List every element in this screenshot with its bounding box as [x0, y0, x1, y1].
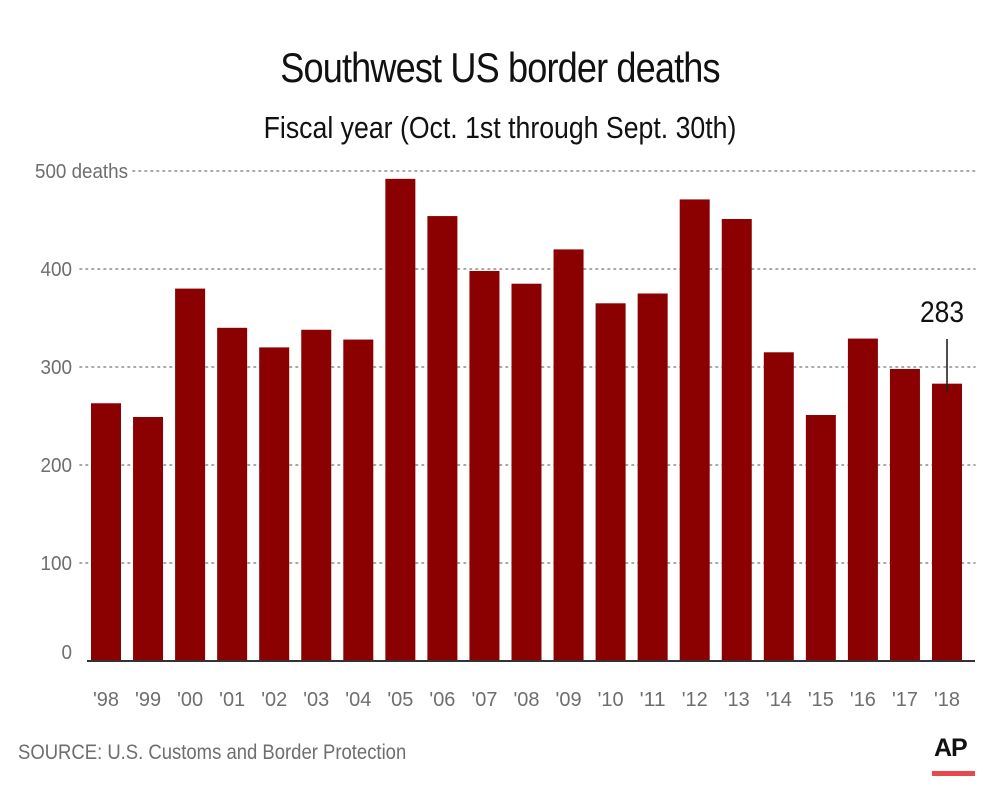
x-tick-label: '16 [850, 689, 876, 711]
x-tick-label: '15 [808, 689, 834, 711]
bar [553, 249, 584, 661]
bar [763, 352, 794, 661]
bar [301, 329, 332, 661]
x-tick-label: '11 [640, 689, 666, 711]
bar [889, 368, 920, 661]
x-tick-label: '98 [93, 689, 119, 711]
x-tick-label: '18 [934, 689, 960, 711]
x-tick-label: '00 [177, 689, 203, 711]
annotations: 283 [920, 296, 964, 392]
y-axis-ticks: 0 100 200 300 400 500 deaths [35, 161, 128, 664]
chart-subtitle: Fiscal year (Oct. 1st through Sept. 30th… [263, 110, 737, 145]
bar [511, 283, 542, 661]
bar [259, 347, 290, 661]
y-tick-label: 400 [41, 259, 73, 281]
x-tick-label: '10 [598, 689, 624, 711]
x-axis-ticks: '98 '99 '00 '01 '02 '03 '04 '05 '06 '07 '08 '09 '10 '… [93, 689, 960, 711]
x-tick-label: '05 [387, 689, 413, 711]
y-tick-label: 500 deaths [35, 161, 128, 183]
y-tick-label: 0 [62, 642, 73, 664]
ap-logo-accent-bar [932, 771, 975, 776]
bar [932, 383, 962, 661]
x-tick-label: '07 [471, 689, 497, 711]
bar [175, 288, 206, 661]
ap-logo: AP [934, 734, 968, 762]
x-tick-label: '17 [892, 689, 918, 711]
x-tick-label: '03 [303, 689, 329, 711]
bars [91, 178, 962, 662]
bar [343, 339, 374, 661]
y-tick-label: 100 [41, 553, 73, 575]
bar [847, 338, 878, 661]
y-tick-label: 300 [41, 357, 73, 379]
bar [385, 178, 416, 661]
x-tick-label: '09 [556, 689, 582, 711]
bar [679, 199, 710, 662]
chart-title: Southwest US border deaths [280, 44, 720, 91]
annotation-value-label: 283 [920, 296, 964, 329]
x-tick-label: '06 [429, 689, 455, 711]
bar [595, 303, 626, 661]
x-tick-label: '04 [345, 689, 371, 711]
x-tick-label: '12 [682, 689, 708, 711]
x-tick-label: '02 [261, 689, 287, 711]
bar [469, 270, 500, 661]
bar [427, 216, 458, 661]
bar [217, 327, 248, 661]
bar [805, 415, 836, 661]
y-tick-label: 200 [41, 455, 73, 477]
x-tick-label: '13 [724, 689, 750, 711]
bar [721, 219, 752, 661]
x-tick-label: '08 [514, 689, 540, 711]
x-tick-label: '99 [135, 689, 161, 711]
bar [637, 293, 668, 661]
x-tick-label: '01 [219, 689, 245, 711]
x-tick-label: '14 [766, 689, 792, 711]
bar [91, 403, 121, 661]
source-note: SOURCE: U.S. Customs and Border Protecti… [18, 741, 407, 764]
bar [133, 416, 164, 661]
